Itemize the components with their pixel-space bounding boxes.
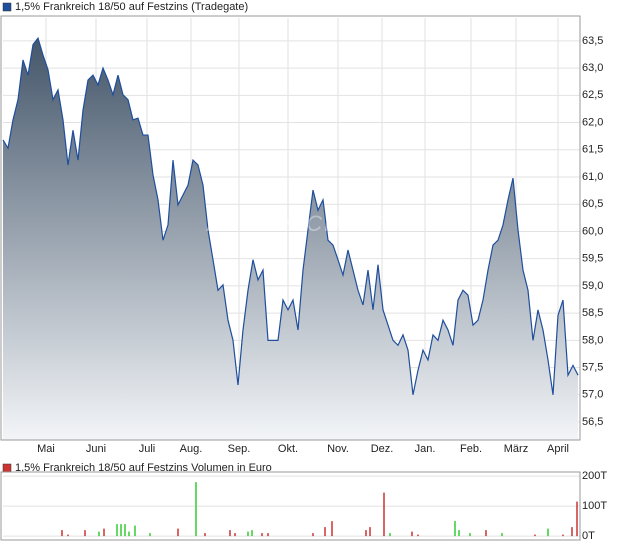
y-tick-label: 63,5 (582, 35, 603, 47)
volume-bar (389, 533, 391, 537)
legend-swatch (2, 463, 12, 473)
y-tick-label: 63,0 (582, 62, 603, 74)
x-tick-label: Aug. (180, 443, 203, 455)
volume-bar (331, 521, 333, 537)
y-tick-label: 57,0 (582, 389, 603, 401)
plot-frame (0, 15, 581, 441)
volume-bar (312, 533, 314, 537)
y-tick-label: 60,5 (582, 198, 603, 210)
x-tick-label: Feb. (460, 443, 482, 455)
legend-label: 1,5% Frankreich 18/50 auf Festzins (Trad… (15, 1, 248, 13)
x-tick-label: Juli (139, 443, 156, 455)
volume-bar (116, 524, 118, 537)
x-tick-label: Dez. (371, 443, 394, 455)
x-tick-label: Juni (86, 443, 106, 455)
volume-bar (234, 533, 236, 537)
volume-bar (469, 533, 471, 537)
y-tick-label: 59,0 (582, 280, 603, 292)
y-tick-label: 200T (582, 470, 607, 482)
x-tick-label: April (547, 443, 569, 455)
volume-bar (458, 530, 460, 537)
y-tick-label: 57,5 (582, 361, 603, 373)
volume-bar (247, 531, 249, 537)
volume-bar (124, 524, 126, 537)
y-tick-label: 100T (582, 500, 607, 512)
volume-bar (369, 527, 371, 537)
price-line (2, 36, 579, 395)
y-tick-label: 60,0 (582, 225, 603, 237)
x-tick-label: Mai (37, 443, 55, 455)
volume-bar (267, 533, 269, 537)
x-tick-label: Nov. (327, 443, 349, 455)
volume-bar (576, 501, 578, 537)
volume-bar (128, 531, 130, 537)
volume-bar (571, 527, 573, 537)
y-tick-label: 58,0 (582, 334, 603, 346)
volume-bar (229, 530, 231, 537)
volume-bar (501, 533, 503, 537)
legend-label: 1,5% Frankreich 18/50 auf Festzins Volum… (15, 462, 272, 474)
y-tick-label: 59,5 (582, 253, 603, 265)
y-tick-label: 0T (582, 530, 595, 542)
volume-bar (454, 521, 456, 537)
x-tick-label: Sep. (228, 443, 251, 455)
volume-bar (67, 534, 69, 537)
legend-swatch (2, 2, 12, 12)
volume-bar (411, 531, 413, 537)
volume-bar (120, 524, 122, 537)
volume-bar (324, 527, 326, 537)
y-tick-label: 62,5 (582, 89, 603, 101)
volume-bar (261, 533, 263, 537)
y-tick-label: 62,0 (582, 116, 603, 128)
volume-bar (562, 534, 564, 537)
y-tick-label: 56,5 (582, 416, 603, 428)
volume-bar (98, 531, 100, 537)
y-tick-label: 61,5 (582, 144, 603, 156)
watermark: AKTIEN CHECK (205, 211, 394, 236)
x-tick-label: Jan. (415, 443, 436, 455)
area-fill (3, 38, 578, 441)
volume-bar (365, 530, 367, 537)
x-tick-label: Okt. (278, 443, 298, 455)
volume-bar (417, 534, 419, 537)
volume-bar (547, 528, 549, 537)
volume-bar (103, 528, 105, 537)
x-tick-label: März (504, 443, 528, 455)
y-tick-label: 61,0 (582, 171, 603, 183)
volume-bar (149, 533, 151, 537)
volume-bar (534, 534, 536, 537)
volume-bar (134, 525, 136, 537)
volume-bar (251, 530, 253, 537)
volume-bar (61, 530, 63, 537)
volume-bar (204, 533, 206, 537)
volume-bar (84, 530, 86, 537)
volume-bar (177, 528, 179, 537)
y-tick-label: 58,5 (582, 307, 603, 319)
volume-bar (383, 492, 385, 537)
volume-bar (485, 530, 487, 537)
plot-frame (0, 471, 581, 541)
volume-bar (195, 482, 197, 537)
